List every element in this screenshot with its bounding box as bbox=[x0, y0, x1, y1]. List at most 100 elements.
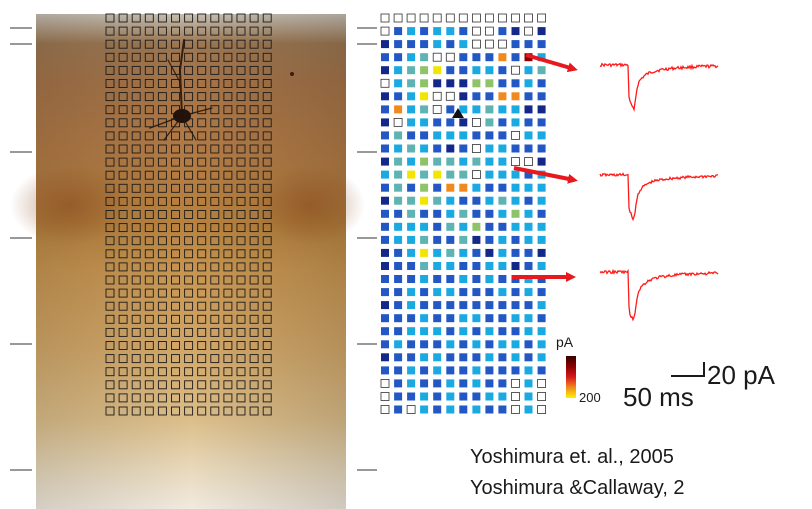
map-cell bbox=[394, 288, 403, 297]
grid-cell bbox=[210, 288, 220, 298]
grid-cell bbox=[262, 144, 272, 154]
map-cell bbox=[446, 183, 455, 192]
grid-cell bbox=[210, 301, 220, 311]
grid-cell bbox=[157, 380, 167, 390]
grid-cell bbox=[262, 157, 272, 167]
map-cell bbox=[459, 118, 468, 127]
map-cell bbox=[459, 248, 468, 257]
map-cell bbox=[498, 183, 507, 192]
grid-cell bbox=[105, 92, 115, 102]
map-cell bbox=[380, 78, 390, 88]
grid-cell bbox=[210, 65, 220, 75]
map-cell bbox=[407, 288, 416, 297]
map-cell bbox=[472, 53, 481, 62]
grid-cell bbox=[105, 223, 115, 233]
grid-cell bbox=[144, 314, 154, 324]
map-cell bbox=[511, 222, 520, 231]
grid-cell bbox=[118, 196, 128, 206]
grid-cell bbox=[144, 393, 154, 403]
map-cell bbox=[381, 262, 389, 270]
map-cell bbox=[380, 405, 390, 414]
grid-cell bbox=[184, 144, 194, 154]
map-cell bbox=[537, 366, 546, 375]
grid-cell bbox=[249, 157, 259, 167]
grid-cell bbox=[105, 79, 115, 88]
map-cell bbox=[381, 314, 389, 323]
grid-cell bbox=[197, 92, 207, 102]
map-cell bbox=[511, 157, 520, 167]
grid-cell bbox=[105, 249, 115, 259]
grid-cell bbox=[171, 393, 180, 403]
grid-cell bbox=[197, 380, 207, 390]
grid-cell bbox=[262, 249, 272, 259]
grid-cell bbox=[131, 131, 141, 141]
map-cell bbox=[446, 301, 455, 310]
map-cell bbox=[498, 340, 507, 349]
map-cell bbox=[511, 366, 520, 375]
map-cell bbox=[433, 170, 442, 179]
grid-cell bbox=[184, 210, 194, 219]
grid-cell bbox=[144, 39, 154, 49]
grid-cell bbox=[249, 170, 259, 180]
map-cell bbox=[524, 353, 533, 362]
grid-cell bbox=[184, 79, 194, 88]
grid-cell bbox=[236, 275, 246, 285]
grid-cell bbox=[131, 92, 141, 102]
grid-cell bbox=[105, 354, 115, 364]
grid-cell bbox=[249, 262, 259, 272]
map-cell bbox=[407, 248, 416, 257]
grid-cell bbox=[144, 183, 154, 193]
map-cell bbox=[432, 52, 442, 62]
map-cell bbox=[394, 379, 403, 388]
map-cell bbox=[498, 66, 507, 75]
map-cell bbox=[446, 40, 455, 49]
map-cell bbox=[407, 353, 416, 362]
map-cell bbox=[472, 196, 481, 205]
map-cell bbox=[511, 105, 520, 114]
map-cell bbox=[472, 235, 481, 244]
grid-cell bbox=[197, 236, 207, 246]
grid-cell bbox=[157, 367, 167, 377]
map-cell bbox=[407, 92, 416, 101]
grid-cell bbox=[184, 39, 194, 49]
map-cell bbox=[459, 66, 468, 75]
map-cell bbox=[498, 157, 507, 166]
map-cell bbox=[420, 170, 429, 179]
grid-cell bbox=[118, 131, 128, 141]
map-cell bbox=[381, 66, 389, 75]
grid-cell bbox=[171, 210, 180, 219]
grid-cell bbox=[118, 406, 128, 416]
grid-cell bbox=[249, 79, 259, 88]
grid-cell bbox=[262, 170, 272, 180]
map-cell bbox=[485, 79, 494, 88]
grid-cell bbox=[144, 79, 154, 88]
grid-cell bbox=[236, 26, 246, 36]
grid-cell bbox=[144, 118, 154, 128]
map-cell bbox=[407, 196, 416, 205]
map-cell bbox=[485, 392, 494, 401]
map-cell bbox=[433, 222, 442, 231]
map-cell bbox=[380, 13, 390, 23]
map-cell bbox=[498, 392, 507, 401]
map-cell bbox=[393, 118, 403, 127]
grid-cell bbox=[144, 13, 154, 23]
grid-cell bbox=[236, 236, 246, 246]
map-cell bbox=[524, 118, 533, 127]
map-cell bbox=[394, 262, 403, 270]
map-cell bbox=[498, 209, 507, 218]
map-cell bbox=[511, 405, 520, 414]
grid-cell bbox=[131, 393, 141, 403]
grid-cell bbox=[223, 380, 233, 390]
grid-cell bbox=[197, 65, 207, 75]
map-cell bbox=[420, 248, 429, 257]
map-cell bbox=[511, 288, 520, 297]
map-cell bbox=[498, 170, 507, 179]
map-cell bbox=[459, 209, 468, 218]
map-cell bbox=[446, 157, 455, 166]
map-cell bbox=[446, 366, 455, 375]
map-cell bbox=[446, 327, 455, 336]
grid-cell bbox=[184, 288, 194, 298]
grid-cell bbox=[184, 170, 194, 180]
map-cell bbox=[511, 262, 520, 270]
map-cell bbox=[484, 39, 494, 49]
